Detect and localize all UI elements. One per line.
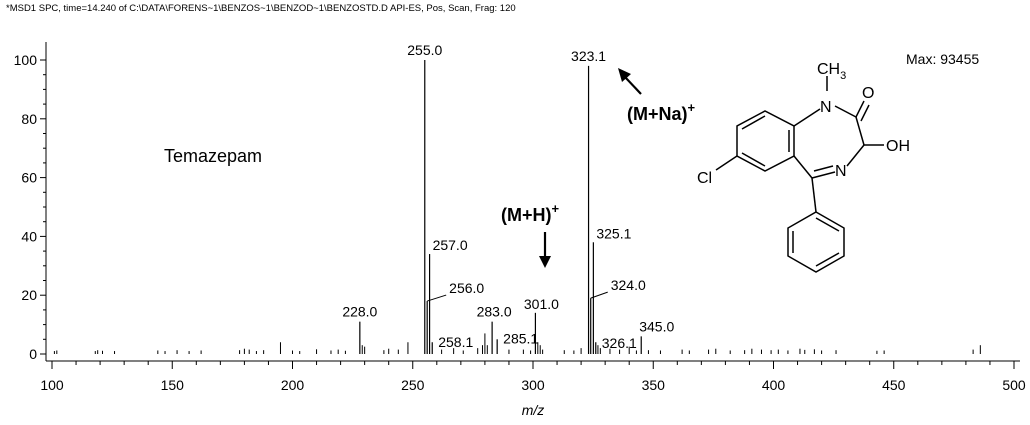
y-tick-label: 40 xyxy=(21,228,37,244)
y-tick-label: 0 xyxy=(29,346,37,362)
atom-label-ch3-subscript: 3 xyxy=(840,70,846,82)
phenyl-double-bond-1 xyxy=(815,217,840,232)
peak-label: 323.1 xyxy=(571,48,606,64)
scan-info-header: *MSD1 SPC, time=14.240 of C:\DATA\FORENS… xyxy=(6,3,516,14)
bond-c9a-n1 xyxy=(793,108,821,127)
x-tick-label: 200 xyxy=(281,377,305,393)
annotation-m-plus-h: (M+H)+ xyxy=(501,201,560,268)
bond-c2-o-double xyxy=(860,104,870,122)
peak-label-leader xyxy=(427,294,447,302)
benzo-ring xyxy=(736,110,795,172)
atom-label-cl: Cl xyxy=(697,170,712,187)
annotation-m-plus-h-text: (M+H)+ xyxy=(501,201,560,225)
peak-label: 301.0 xyxy=(524,296,559,312)
annotation-m-plus-na-sup: + xyxy=(688,100,696,115)
y-ticks: 0 20 40 60 80 100 xyxy=(14,52,46,362)
bond-c5-c5a xyxy=(793,155,813,179)
compound-name: Temazepam xyxy=(164,146,262,166)
y-axis: 0 20 40 60 80 100 xyxy=(14,42,47,362)
atom-label-ch3: CH3 xyxy=(817,61,846,82)
bond-n4-c5-double xyxy=(813,165,834,172)
peak-label: 283.0 xyxy=(477,304,512,320)
peak-label: 345.0 xyxy=(639,318,674,334)
bond-n4-c5 xyxy=(811,171,836,179)
bond-c2-o xyxy=(855,100,865,118)
peak-label: 326.1 xyxy=(602,335,637,351)
annotation-m-plus-h-sup: + xyxy=(552,201,560,216)
structure-atom-labels: CH3 O N OH N Cl xyxy=(697,61,910,187)
x-tick-label: 100 xyxy=(40,377,64,393)
y-tick-label: 100 xyxy=(14,52,38,68)
x-tick-label: 150 xyxy=(161,377,185,393)
phenyl-double-bond-2 xyxy=(815,252,840,267)
peak-label: 256.0 xyxy=(449,280,484,296)
peak-label: 325.1 xyxy=(596,225,631,241)
atom-label-n4: N xyxy=(835,163,847,180)
bond-n1-c2 xyxy=(834,105,857,118)
max-intensity-label: Max: 93455 xyxy=(906,51,979,67)
arrow-down-head-icon xyxy=(539,256,551,268)
phenyl-ring xyxy=(787,211,845,273)
x-tick-label: 300 xyxy=(521,377,545,393)
peak-label-leader xyxy=(590,291,608,299)
benzo-double-bond-2 xyxy=(741,152,766,167)
bond-c3-n4 xyxy=(846,144,865,167)
peak-label: 285.1 xyxy=(503,330,538,346)
temazepam-structure xyxy=(715,76,884,273)
y-tick-label: 20 xyxy=(21,287,37,303)
x-tick-label: 450 xyxy=(882,377,906,393)
x-tick-label: 250 xyxy=(401,377,425,393)
annotation-m-plus-na: (M+Na)+ xyxy=(618,68,696,124)
minor-peaks xyxy=(53,333,981,354)
y-tick-label: 60 xyxy=(21,170,37,186)
bond-c5-phenyl xyxy=(811,177,817,213)
peak-label: 257.0 xyxy=(433,237,468,253)
peak-label: 258.1 xyxy=(438,334,473,350)
bond-c2-c3 xyxy=(855,116,865,146)
peak-label: 255.0 xyxy=(407,42,442,58)
atom-label-n1: N xyxy=(820,99,832,116)
x-tick-label: 500 xyxy=(1002,377,1026,393)
x-axis: 100 150 200 250 300 350 400 450 500 m/z xyxy=(40,360,1026,418)
x-tick-label: 350 xyxy=(642,377,666,393)
atom-label-o: O xyxy=(862,85,874,102)
arrow-up-left-head-icon xyxy=(618,68,631,82)
annotation-m-plus-na-text: (M+Na)+ xyxy=(627,100,696,124)
arrow-up-left-icon xyxy=(624,76,642,95)
x-ticks: 100 150 200 250 300 350 400 450 500 xyxy=(40,361,1026,393)
peak-label: 228.0 xyxy=(342,304,377,320)
benzo-double-bond-1 xyxy=(741,115,766,130)
x-tick-label: 400 xyxy=(762,377,786,393)
atom-label-oh: OH xyxy=(886,138,910,155)
x-axis-title: m/z xyxy=(522,402,545,418)
labeled-peaks xyxy=(359,60,642,354)
y-tick-label: 80 xyxy=(21,111,37,127)
bond-c7-cl xyxy=(715,155,738,171)
peak-label: 324.0 xyxy=(611,277,646,293)
